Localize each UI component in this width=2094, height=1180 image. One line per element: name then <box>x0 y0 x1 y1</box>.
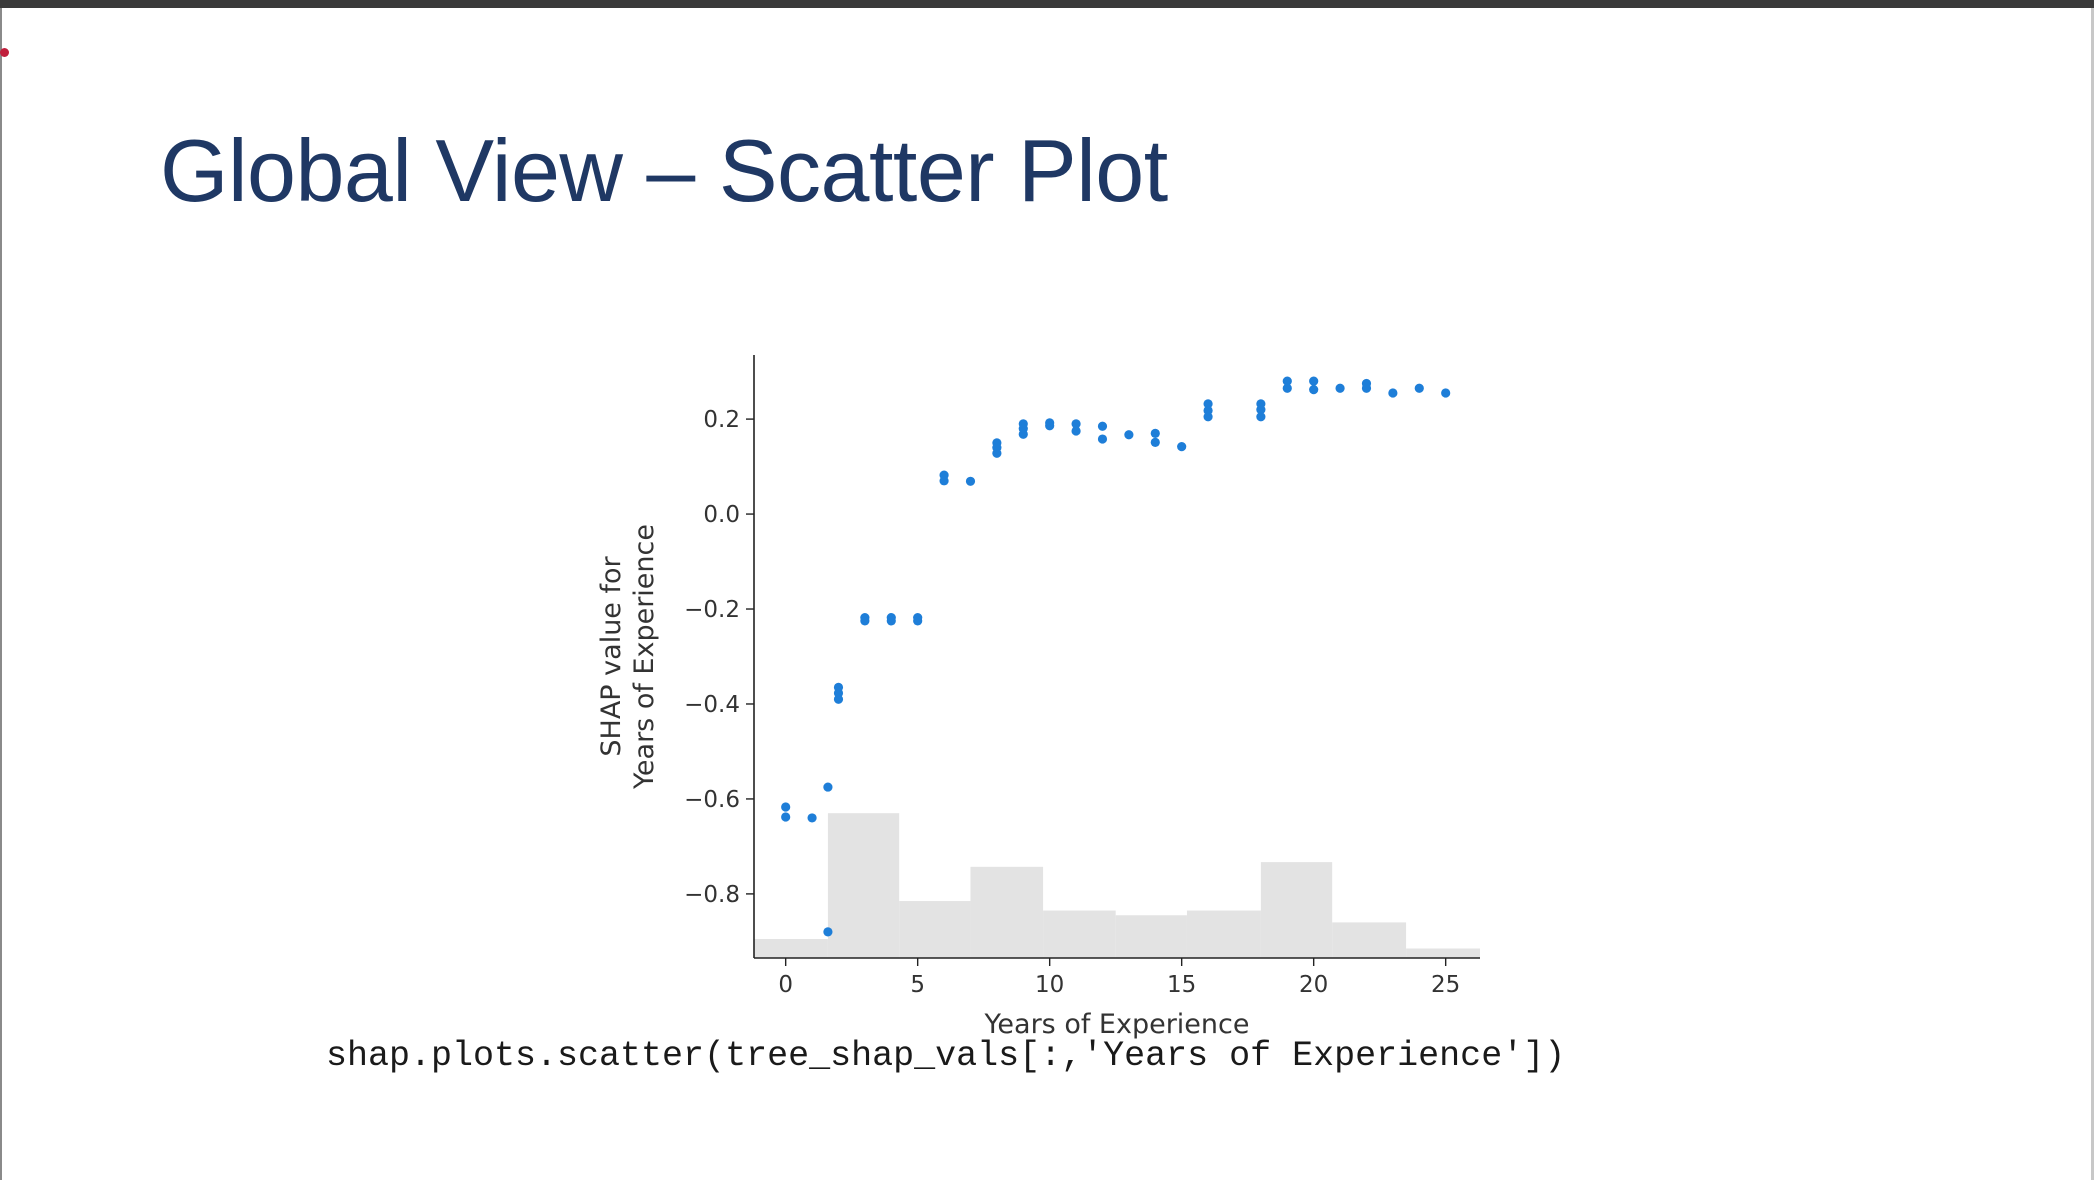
x-axis-label: Years of Experience <box>984 1009 1250 1040</box>
scatter-point <box>1361 383 1372 393</box>
x-tick-label: 15 <box>1167 972 1196 998</box>
histogram-bar <box>754 939 828 958</box>
scatter-point <box>1282 383 1292 393</box>
scatter-point <box>833 694 844 704</box>
x-tick-label: 5 <box>910 972 925 998</box>
scatter-point <box>913 616 923 626</box>
scatter-point <box>1045 421 1055 431</box>
y-tick-label: 0.0 <box>703 502 740 528</box>
scatter-point <box>1414 383 1424 393</box>
scatter-point <box>1150 428 1160 438</box>
x-tick-label: 25 <box>1431 972 1460 998</box>
histogram-bar <box>1186 910 1261 958</box>
window-left-edge <box>0 8 2 1180</box>
histogram-bar <box>827 813 900 958</box>
scatter-point <box>1309 385 1319 395</box>
shap-scatter-chart: 0.2 0.0 −0.2 −0.4 −0.6 −0.8 0 5 10 15 20 25 Years of… <box>596 355 1480 1040</box>
scatter-point <box>965 476 976 486</box>
scatter-point <box>1282 376 1292 386</box>
y-tick-label: 0.2 <box>703 407 740 433</box>
x-tick-label: 0 <box>778 972 793 998</box>
y-tick-label: −0.6 <box>684 787 740 813</box>
histogram-bar <box>1043 910 1116 958</box>
scatter-point <box>1150 437 1160 447</box>
code-snippet: shap.plots.scatter(tree_shap_vals[:,'Yea… <box>326 1036 1566 1076</box>
x-tick-label: 20 <box>1299 972 1328 998</box>
scatter-point <box>1071 426 1081 436</box>
scatter-point <box>860 616 870 626</box>
y-axis-label-line: SHAP value for <box>596 555 627 756</box>
histogram-bar <box>1406 948 1480 958</box>
scatter-point <box>1018 429 1028 439</box>
laser-pointer-dot <box>0 48 9 57</box>
histogram-bar <box>1332 922 1407 958</box>
scatter-point <box>823 927 833 937</box>
scatter-point <box>939 476 949 486</box>
x-tick-label: 10 <box>1035 972 1064 998</box>
slide-title: Global View – Scatter Plot <box>160 121 1168 220</box>
scatter-point <box>781 802 791 812</box>
scatter-point <box>781 812 791 822</box>
scatter-point <box>823 782 833 792</box>
scatter-point <box>807 813 817 823</box>
scatter-point <box>1441 388 1451 398</box>
scatter-point <box>1124 430 1134 440</box>
y-tick-label: −0.2 <box>684 597 740 623</box>
window-right-edge <box>2091 8 2094 1180</box>
y-tick-label: −0.4 <box>684 692 740 718</box>
scatter-point <box>1071 419 1081 429</box>
scatter-point <box>1203 399 1213 409</box>
scatter-point <box>1203 412 1213 422</box>
scatter-point <box>1097 421 1108 431</box>
scatter-point <box>992 448 1002 458</box>
scatter-point <box>1177 442 1187 452</box>
window-top-bar <box>0 0 2094 8</box>
scatter-point <box>1256 405 1266 415</box>
histogram-bar <box>1260 862 1333 958</box>
y-tick-label: −0.8 <box>684 882 740 908</box>
y-axis-label-line: Years of Experience <box>629 524 660 790</box>
histogram-bar <box>970 866 1044 958</box>
scatter-point <box>1388 388 1398 398</box>
scatter-point <box>1256 412 1266 422</box>
histogram-bar <box>899 901 971 958</box>
scatter-point <box>1309 376 1319 386</box>
histogram-bar <box>1115 915 1187 958</box>
scatter-point <box>1335 383 1345 393</box>
scatter-point <box>1097 434 1108 444</box>
scatter-point <box>886 616 896 626</box>
